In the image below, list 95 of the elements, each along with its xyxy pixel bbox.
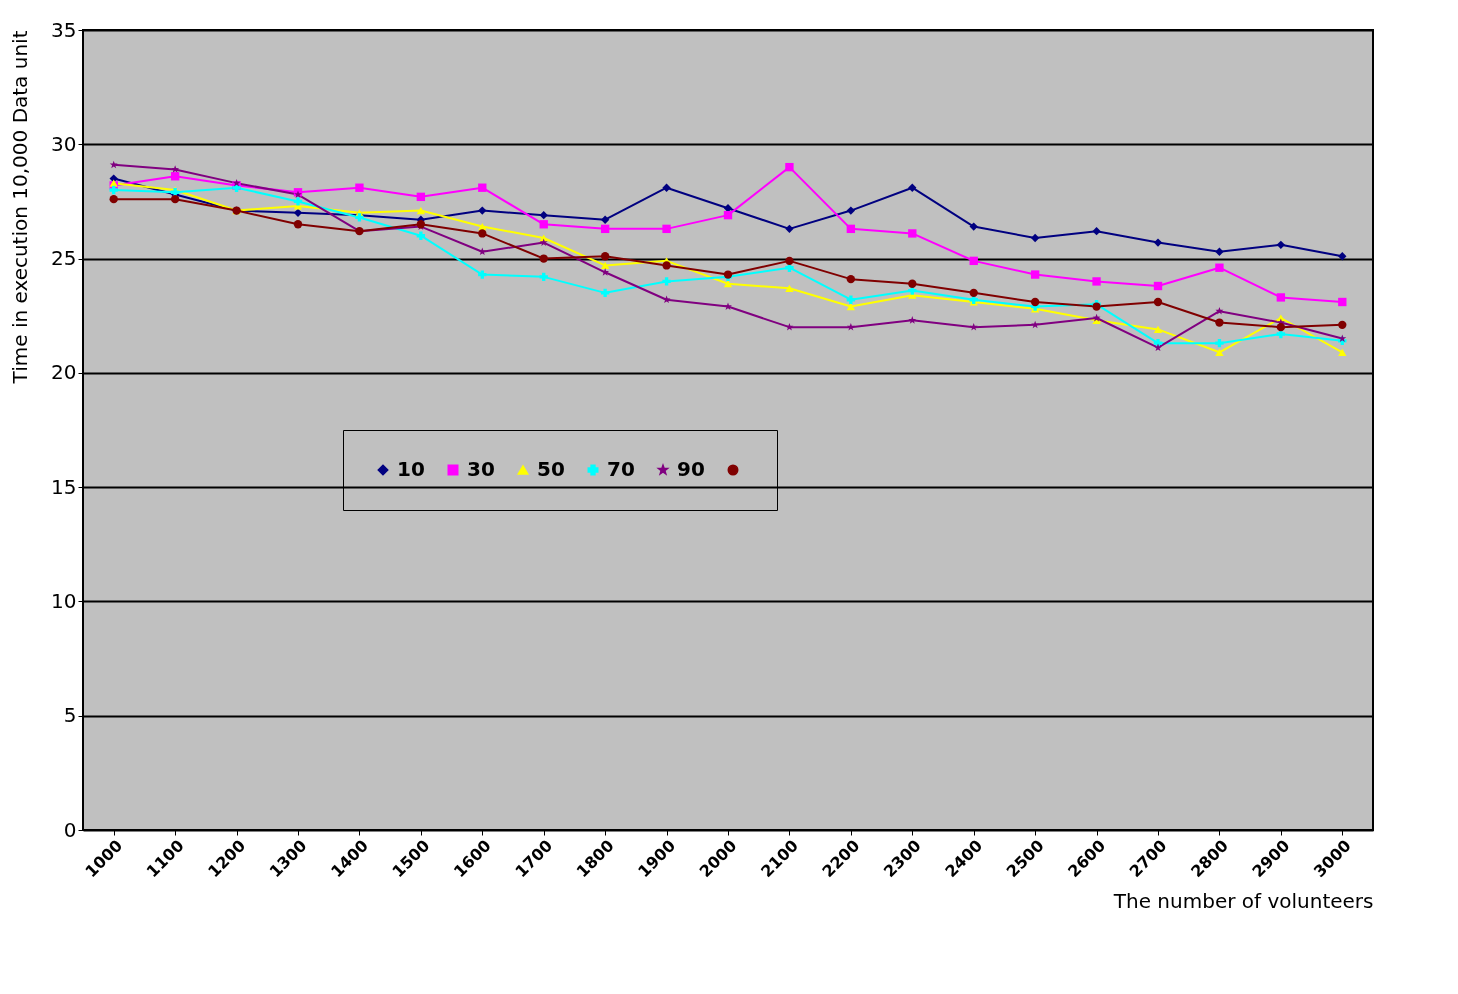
point xyxy=(785,284,794,292)
point xyxy=(1153,238,1163,247)
point xyxy=(600,224,610,234)
point xyxy=(600,261,610,270)
point xyxy=(539,220,548,229)
point xyxy=(662,224,671,234)
point xyxy=(1338,252,1347,261)
legend-label: 50 xyxy=(537,457,565,481)
legend-label: 70 xyxy=(607,457,635,481)
point xyxy=(1276,322,1286,332)
point xyxy=(416,231,426,240)
point xyxy=(1276,293,1286,302)
point xyxy=(416,206,426,215)
y-axis-title: Time in execution 10,000 Data unit xyxy=(8,30,33,385)
point xyxy=(1215,263,1224,272)
point xyxy=(600,215,610,224)
legend-label: 30 xyxy=(467,457,495,481)
point xyxy=(908,183,917,192)
y-tick-label: 5 xyxy=(63,703,77,728)
point xyxy=(1153,325,1163,334)
point xyxy=(1215,348,1224,356)
point xyxy=(1030,270,1040,279)
point xyxy=(969,256,978,266)
point xyxy=(846,295,856,304)
point xyxy=(662,277,671,286)
point xyxy=(478,183,487,192)
point xyxy=(1338,334,1347,342)
point xyxy=(846,274,856,284)
point xyxy=(1092,277,1101,286)
point xyxy=(1215,306,1224,315)
point xyxy=(109,194,118,204)
point xyxy=(723,280,733,288)
x-axis-title: The number of volunteers xyxy=(1112,889,1374,914)
point xyxy=(600,252,610,261)
y-tick-label: 35 xyxy=(51,17,77,42)
point xyxy=(662,295,671,304)
point xyxy=(170,194,180,204)
point xyxy=(601,268,610,276)
point xyxy=(478,270,487,279)
point xyxy=(171,165,180,173)
point xyxy=(1153,297,1163,307)
point xyxy=(478,229,487,238)
point xyxy=(109,185,118,195)
point xyxy=(846,322,855,331)
y-tick-label: 0 xyxy=(63,817,77,842)
legend-label: 90 xyxy=(677,457,705,481)
point xyxy=(1031,320,1040,329)
point xyxy=(1276,329,1286,339)
point xyxy=(293,197,303,206)
y-tick-label: 10 xyxy=(51,588,77,613)
point xyxy=(600,288,610,298)
point xyxy=(846,224,856,234)
y-tick-label: 30 xyxy=(51,131,77,156)
point xyxy=(724,302,732,310)
point xyxy=(1030,233,1040,243)
point xyxy=(908,316,917,324)
point xyxy=(1215,318,1224,327)
point xyxy=(293,208,303,218)
point xyxy=(539,254,548,263)
point xyxy=(846,206,856,215)
point xyxy=(1338,348,1347,356)
y-tick-label: 25 xyxy=(51,246,77,271)
point xyxy=(355,183,364,192)
point xyxy=(539,210,548,220)
point xyxy=(785,162,794,172)
point xyxy=(478,206,487,215)
point xyxy=(1030,297,1040,307)
point xyxy=(1338,320,1347,330)
point xyxy=(785,224,794,234)
point xyxy=(1215,338,1224,348)
point xyxy=(1092,226,1101,236)
point xyxy=(1153,281,1163,291)
point xyxy=(723,210,733,220)
point xyxy=(109,160,118,169)
point xyxy=(969,288,978,298)
point xyxy=(1154,343,1162,352)
point xyxy=(785,322,794,331)
point xyxy=(662,183,671,192)
point xyxy=(662,261,671,270)
point xyxy=(785,256,794,266)
point xyxy=(293,220,303,229)
y-tick-label: 20 xyxy=(51,360,77,385)
point xyxy=(416,192,426,202)
point xyxy=(908,229,917,238)
point xyxy=(908,279,917,288)
point xyxy=(539,238,548,246)
legend-label: 10 xyxy=(397,457,425,481)
point xyxy=(1215,247,1224,256)
point xyxy=(1276,240,1286,250)
point xyxy=(170,172,180,181)
point xyxy=(539,272,548,282)
point xyxy=(969,222,978,231)
point xyxy=(478,247,487,256)
point xyxy=(1338,297,1347,307)
y-tick-label: 15 xyxy=(51,474,77,499)
